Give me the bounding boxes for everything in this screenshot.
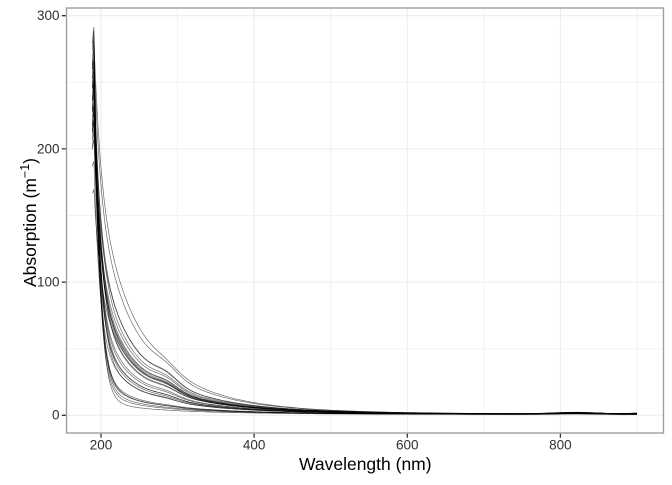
svg-text:800: 800 [549,438,572,453]
svg-text:200: 200 [37,141,60,156]
svg-text:0: 0 [52,408,60,423]
svg-text:Absorption (m−1): Absorption (m−1) [18,158,40,287]
svg-text:100: 100 [37,275,60,290]
svg-text:Wavelength (nm): Wavelength (nm) [299,454,432,474]
svg-text:400: 400 [243,438,266,453]
svg-text:600: 600 [396,438,419,453]
svg-text:200: 200 [90,438,113,453]
svg-text:300: 300 [37,8,60,23]
